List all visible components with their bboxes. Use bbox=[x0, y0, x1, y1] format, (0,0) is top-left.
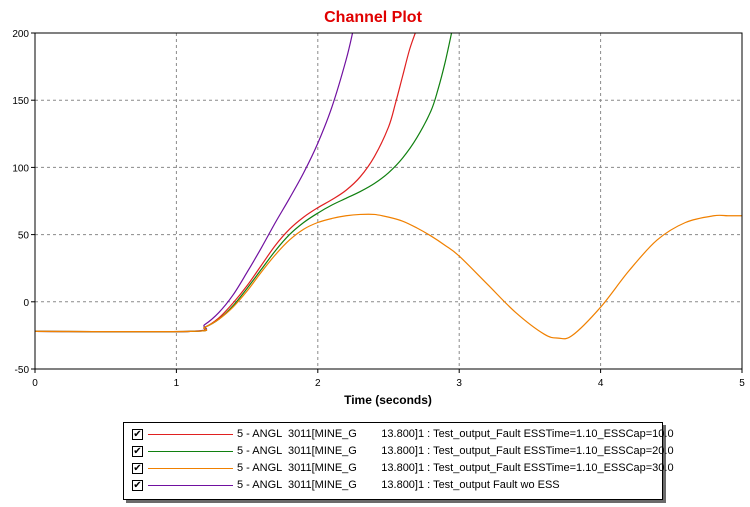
y-tick-label: 100 bbox=[12, 163, 29, 174]
y-tick-label: 50 bbox=[18, 231, 30, 242]
x-tick-label: 3 bbox=[456, 378, 462, 389]
legend-label: 5 - ANGL 3011[MINE_G 13.800]1 : Test_out… bbox=[237, 462, 674, 474]
legend-swatch bbox=[148, 485, 233, 486]
plot-frame bbox=[34, 32, 743, 370]
series-line-0 bbox=[35, 33, 416, 333]
legend-checkbox[interactable]: ✔ bbox=[132, 480, 143, 491]
grid bbox=[35, 33, 742, 369]
x-tick-label: 5 bbox=[739, 378, 745, 389]
plot-area bbox=[35, 33, 742, 369]
legend-checkbox[interactable]: ✔ bbox=[132, 429, 143, 440]
y-tick-label: -50 bbox=[15, 365, 30, 376]
legend-label: 5 - ANGL 3011[MINE_G 13.800]1 : Test_out… bbox=[237, 445, 674, 457]
y-tick-label: 150 bbox=[12, 96, 29, 107]
legend-label: 5 - ANGL 3011[MINE_G 13.800]1 : Test_out… bbox=[237, 479, 560, 491]
y-tick-label: 0 bbox=[23, 298, 29, 309]
x-tick-label: 2 bbox=[315, 378, 321, 389]
legend-swatch bbox=[148, 434, 233, 435]
y-axis-ticks: -50 0 50 100 150 200 bbox=[12, 29, 35, 376]
legend-checkbox[interactable]: ✔ bbox=[132, 446, 143, 457]
series-lines bbox=[35, 33, 742, 340]
series-line-2 bbox=[35, 213, 742, 340]
legend-item[interactable]: ✔ 5 - ANGL 3011[MINE_G 13.800]1 : Test_o… bbox=[124, 460, 674, 477]
legend-swatch bbox=[148, 451, 233, 452]
x-tick-label: 1 bbox=[174, 378, 180, 389]
legend: ✔ 5 - ANGL 3011[MINE_G 13.800]1 : Test_o… bbox=[123, 422, 674, 500]
x-axis-ticks: 0 1 2 3 4 5 bbox=[32, 369, 745, 389]
legend-label: 5 - ANGL 3011[MINE_G 13.800]1 : Test_out… bbox=[237, 428, 674, 440]
x-tick-label: 0 bbox=[32, 378, 38, 389]
legend-item[interactable]: ✔ 5 - ANGL 3011[MINE_G 13.800]1 : Test_o… bbox=[124, 477, 662, 494]
legend-checkbox[interactable]: ✔ bbox=[132, 463, 143, 474]
legend-item[interactable]: ✔ 5 - ANGL 3011[MINE_G 13.800]1 : Test_o… bbox=[124, 426, 674, 443]
legend-swatch bbox=[148, 468, 233, 469]
y-tick-label: 200 bbox=[12, 29, 29, 40]
x-axis-label: Time (seconds) bbox=[344, 393, 432, 407]
x-tick-label: 4 bbox=[598, 378, 604, 389]
legend-item[interactable]: ✔ 5 - ANGL 3011[MINE_G 13.800]1 : Test_o… bbox=[124, 443, 674, 460]
chart-title: Channel Plot bbox=[324, 9, 422, 26]
series-line-3 bbox=[35, 33, 354, 333]
